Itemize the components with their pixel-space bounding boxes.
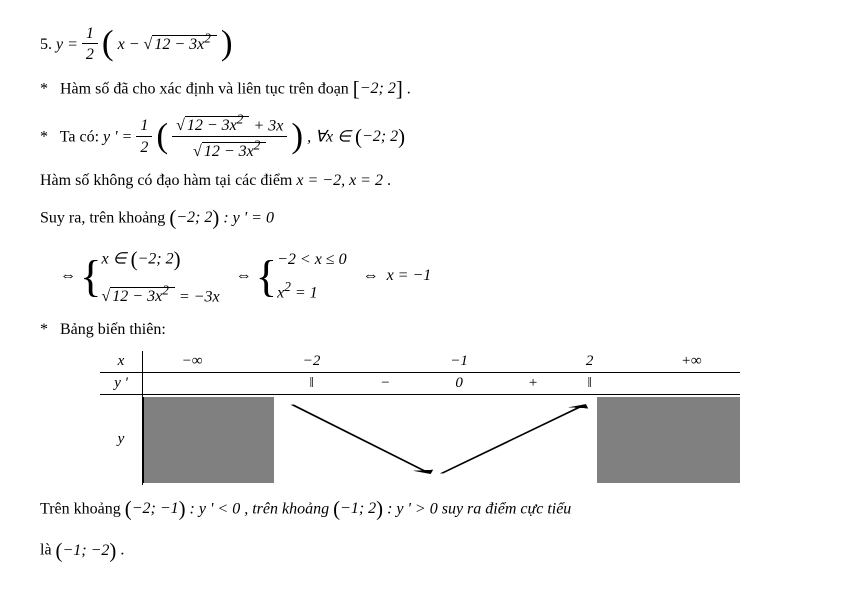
sys-c: x = −1 [387, 267, 432, 284]
int1: (−2; −1) [125, 500, 186, 517]
iff3: ⇔ [363, 267, 379, 284]
line-derivative: * Ta có: y ' = 1 2 ( 12 − 3x2 + 3x 12 − … [40, 112, 810, 163]
variation-table: x −∞ −2 −1 2 +∞ y ' ‖ − 0 + ‖ y [100, 351, 740, 485]
line-domain: * Hàm số đã cho xác định và liên tục trê… [40, 71, 810, 108]
yp-cell: − [355, 372, 416, 394]
int2: (−1; 2) [333, 500, 383, 517]
y-label: y [100, 394, 143, 485]
y-graph-cell [143, 397, 740, 483]
yp-cell: ‖ [268, 372, 354, 394]
sys-b: −2 < x ≤ 0 x2 = 1 [277, 246, 346, 308]
lparen2: ( [156, 122, 168, 150]
x-row: x −∞ −2 −1 2 +∞ [100, 351, 740, 373]
line-system: ⇔ { x ∈ (−2; 2) 12 − 3x2 = −3x ⇔ { −2 < … [60, 241, 810, 312]
problem-statement: 5. y = 1 2 ( x − 12 − 3x2 ) [40, 24, 810, 67]
problem-number: 5. [40, 36, 52, 53]
x-val: −1 [416, 351, 502, 373]
yprime-lhs: y ' = [103, 128, 136, 145]
yp-cell [643, 372, 740, 394]
nodiff-eq: x = −2, x = 2 [296, 172, 383, 189]
deriv-frac: 12 − 3x2 + 3x 12 − 3x2 [172, 112, 287, 163]
forall: , ∀x ∈ [307, 128, 355, 145]
interval-open2: (−2; 2) [169, 209, 219, 226]
one-half: 1 2 [82, 24, 98, 67]
brace2: { [256, 263, 278, 290]
brace1: { [80, 263, 102, 290]
suyra-post: : y ' = 0 [223, 209, 274, 226]
x-val: 2 [563, 351, 615, 373]
bbt-text: Bảng biến thiên: [60, 321, 166, 338]
lparen: ( [102, 29, 114, 57]
iff1: ⇔ [60, 267, 76, 284]
x-val: −∞ [143, 351, 242, 373]
x-label: x [100, 351, 143, 373]
yp-cell: ‖ [563, 372, 615, 394]
yp-label: y ' [100, 372, 143, 394]
nodiff-text: Hàm số không có đạo hàm tại các điểm [40, 172, 296, 189]
yp-cell: 0 [416, 372, 502, 394]
rparen2: ) [291, 122, 303, 150]
line-nodiff: Hàm số không có đạo hàm tại các điểm x =… [40, 167, 810, 196]
iff2: ⇔ [236, 267, 252, 284]
one-half-2: 1 2 [136, 116, 152, 159]
sqrt-term: 12 − 3x2 [144, 27, 217, 60]
interval-open: (−2; 2) [355, 128, 405, 145]
yp-cell: + [502, 372, 563, 394]
text-domain: Hàm số đã cho xác định và liên tục trên … [60, 80, 353, 97]
sys-a: x ∈ (−2; 2) 12 − 3x2 = −3x [102, 241, 220, 312]
bullet: * [40, 80, 48, 97]
taco: Ta có: [60, 128, 103, 145]
rparen: ) [221, 29, 233, 57]
func-lhs: y = [56, 36, 82, 53]
x-val: −2 [268, 351, 354, 373]
interval-closed: [−2; 2] [353, 80, 407, 97]
arrows-svg [143, 397, 740, 483]
y-row: y [100, 394, 740, 485]
line-bbt: * Bảng biến thiên: [40, 316, 810, 345]
line-suyra: Suy ra, trên khoảng (−2; 2) : y ' = 0 [40, 200, 810, 237]
x-val: +∞ [643, 351, 740, 373]
bullet3: * [40, 321, 48, 338]
min-point: (−1; −2) [56, 542, 117, 559]
yp-cell [143, 372, 242, 394]
line-conclusion-1: Trên khoảng (−2; −1) : y ' < 0 , trên kh… [40, 491, 810, 528]
bullet: * [40, 128, 48, 145]
variation-table-wrap: x −∞ −2 −1 2 +∞ y ' ‖ − 0 + ‖ y [100, 351, 740, 485]
yprime-row: y ' ‖ − 0 + ‖ [100, 372, 740, 394]
suyra-pre: Suy ra, trên khoảng [40, 209, 169, 226]
inner-x: x − [118, 36, 144, 53]
line-conclusion-2: là (−1; −2) . [40, 532, 810, 569]
